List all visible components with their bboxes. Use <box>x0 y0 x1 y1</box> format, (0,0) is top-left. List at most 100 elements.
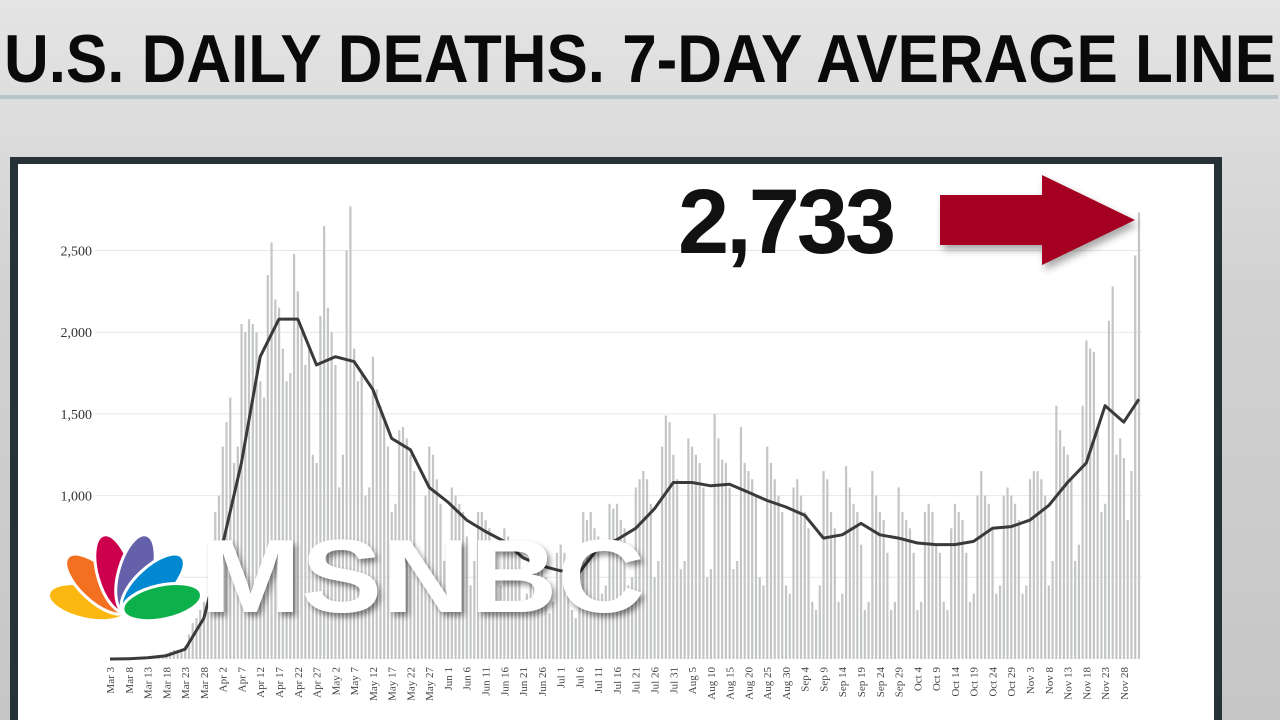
daily-bar <box>251 324 254 659</box>
daily-bar <box>394 503 397 659</box>
daily-bar <box>679 569 682 659</box>
x-tick-label: May 27 <box>424 667 436 701</box>
daily-bar <box>443 560 446 659</box>
daily-bar <box>401 426 405 659</box>
daily-bar <box>664 415 667 659</box>
daily-bar <box>1115 454 1118 659</box>
daily-bar <box>1032 471 1035 659</box>
x-tick-label: Nov 23 <box>1100 667 1112 700</box>
y-tick-label: 2,500 <box>61 245 93 260</box>
x-tick-label: Oct 24 <box>987 667 999 697</box>
daily-bar <box>773 479 776 659</box>
daily-bar <box>522 609 525 659</box>
daily-bar <box>769 462 773 659</box>
x-tick-label: Jul 1 <box>556 667 568 688</box>
daily-bar <box>552 601 555 659</box>
daily-bar <box>364 495 367 659</box>
x-tick-label: Jun 1 <box>443 667 455 691</box>
daily-bar <box>582 511 585 659</box>
daily-bar <box>1096 430 1099 659</box>
daily-bar <box>1111 286 1114 659</box>
x-tick-label: Jul 21 <box>631 667 643 694</box>
x-tick-label: Jul 26 <box>649 667 661 694</box>
daily-bar <box>634 487 637 659</box>
daily-bar <box>567 560 570 659</box>
x-tick-label: Jun 6 <box>462 667 474 691</box>
daily-bar <box>266 275 269 659</box>
peacock-head <box>118 513 132 531</box>
daily-bar <box>957 511 960 659</box>
daily-bar <box>217 495 221 659</box>
daily-bar <box>600 593 604 659</box>
daily-bar <box>1047 585 1050 659</box>
daily-bar <box>653 577 656 659</box>
daily-bar <box>503 528 506 659</box>
daily-bar <box>578 601 581 659</box>
daily-bar <box>431 454 435 659</box>
daily-bar <box>863 609 866 659</box>
daily-bar <box>563 552 566 659</box>
x-tick-label: May 22 <box>405 667 417 701</box>
daily-bar <box>965 552 968 659</box>
daily-bar <box>691 446 694 659</box>
daily-bar <box>277 307 281 659</box>
headline-underline <box>0 95 1278 99</box>
x-tick-label: Sep 19 <box>856 667 868 698</box>
daily-bar <box>604 585 607 659</box>
daily-bar <box>717 438 720 659</box>
daily-bar <box>499 585 502 659</box>
x-tick-label: Apr 17 <box>274 667 286 698</box>
daily-bar <box>270 242 273 659</box>
daily-bar <box>792 487 795 659</box>
daily-bar <box>878 511 881 659</box>
x-tick-label: May 7 <box>349 667 361 696</box>
daily-bar <box>1070 479 1073 659</box>
daily-bar <box>848 487 851 659</box>
x-tick-label: Jun 21 <box>518 667 530 696</box>
daily-bar <box>698 462 701 659</box>
daily-bar <box>713 413 716 659</box>
daily-bar <box>856 511 859 659</box>
daily-bar <box>1066 454 1069 659</box>
daily-bar <box>998 585 1002 659</box>
daily-bar <box>330 332 333 659</box>
daily-bar <box>1126 520 1129 659</box>
x-tick-label: Jun 16 <box>499 667 511 697</box>
daily-bar <box>781 511 784 659</box>
daily-bar <box>1017 520 1020 659</box>
daily-bar <box>308 348 311 659</box>
daily-bar <box>1059 430 1062 659</box>
daily-bar <box>762 585 765 659</box>
daily-bar <box>709 569 712 659</box>
daily-bar <box>540 564 544 659</box>
daily-bar <box>476 511 480 659</box>
daily-bar <box>826 479 829 659</box>
daily-bar <box>465 536 468 659</box>
x-tick-label: May 2 <box>330 667 342 695</box>
daily-bar <box>946 609 949 659</box>
x-tick-label: Apr 12 <box>255 667 267 698</box>
daily-bar <box>1077 544 1080 659</box>
daily-bar <box>548 613 551 659</box>
daily-bar <box>289 373 292 659</box>
daily-bar <box>961 520 964 659</box>
daily-bar <box>844 466 848 659</box>
daily-bar <box>908 528 912 659</box>
daily-bar <box>469 585 472 659</box>
daily-bar <box>739 426 743 659</box>
daily-bar <box>968 601 972 659</box>
daily-bar <box>157 657 161 659</box>
daily-bar <box>247 319 251 659</box>
daily-bar <box>927 503 930 659</box>
daily-bar <box>991 528 994 659</box>
daily-bar <box>450 487 453 659</box>
daily-bar <box>311 454 314 659</box>
daily-bar <box>424 495 427 659</box>
x-tick-label: Jul 16 <box>612 667 624 694</box>
daily-bar <box>360 373 363 659</box>
daily-bar <box>236 446 239 659</box>
daily-bar <box>721 459 724 659</box>
daily-bar <box>368 487 371 659</box>
nbc-peacock-icon <box>47 513 203 623</box>
daily-bar <box>938 552 942 659</box>
